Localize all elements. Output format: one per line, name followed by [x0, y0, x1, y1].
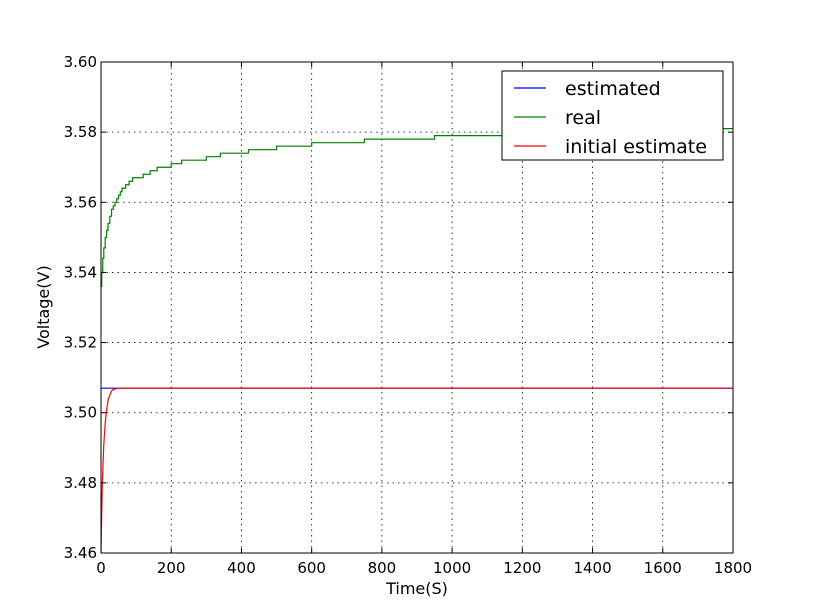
y-tick-label: 3.52 [64, 334, 97, 352]
x-tick-label: 1600 [644, 559, 682, 577]
x-tick-label: 600 [297, 559, 326, 577]
plot-frame [100, 61, 734, 554]
legend-label: initial estimate [565, 136, 707, 158]
legend-box [501, 70, 724, 161]
series-lines [101, 128, 733, 553]
y-tick-label: 3.50 [64, 404, 97, 422]
y-tick-label: 3.58 [64, 123, 97, 141]
x-tick-label: 800 [368, 559, 397, 577]
y-tick-label: 3.48 [64, 474, 97, 492]
x-tick-label: 1000 [433, 559, 471, 577]
series-line-real [101, 128, 733, 288]
x-tick-label: 1800 [714, 559, 752, 577]
legend: estimated real initial estimate [501, 70, 724, 161]
y-tick-label: 3.54 [64, 263, 97, 281]
y-tick-label: 3.60 [64, 53, 97, 71]
series-line-initial-estimate [101, 387, 733, 553]
x-tick-label: 200 [157, 559, 186, 577]
legend-label: real [565, 107, 601, 129]
x-tick-label: 1400 [573, 559, 611, 577]
axis-tick-labels: 0 200 400 600 800 1000 1200 1400 1600 1800 3.46 3.4… [64, 53, 753, 577]
x-tick-label: 0 [96, 559, 106, 577]
x-axis-label: Time(S) [385, 579, 448, 598]
axis-ticks [100, 61, 734, 554]
x-tick-label: 1200 [503, 559, 541, 577]
y-tick-label: 3.46 [64, 544, 97, 562]
y-axis-label: Voltage(V) [34, 265, 53, 348]
y-tick-label: 3.56 [64, 193, 97, 211]
legend-label: estimated [565, 78, 661, 100]
x-tick-label: 400 [227, 559, 256, 577]
